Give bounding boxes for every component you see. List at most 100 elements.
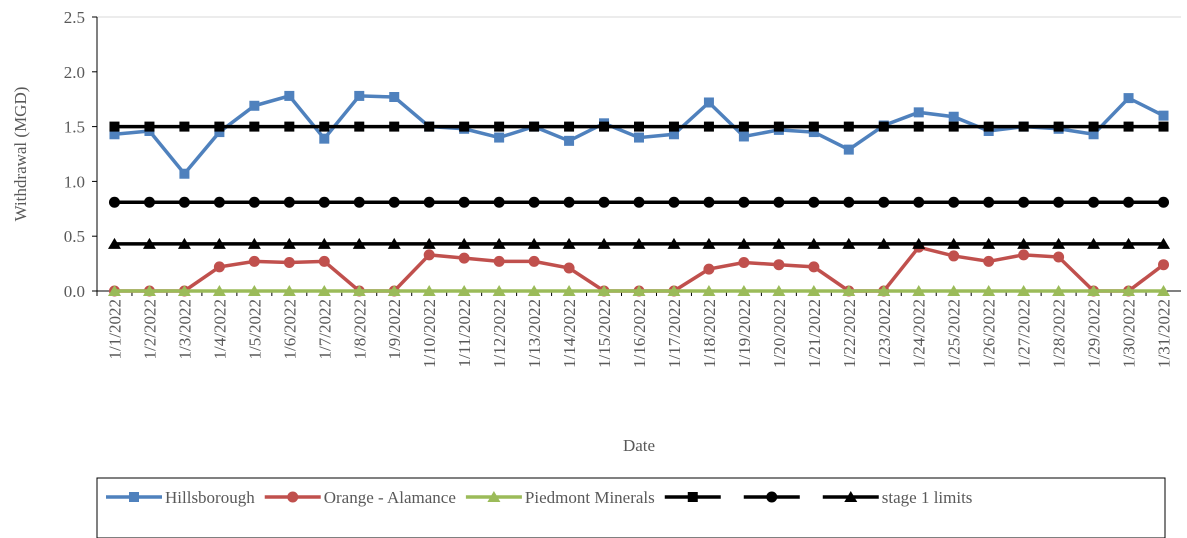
marker-square [354,90,365,101]
marker-triangle [422,237,436,249]
x-tick-label: 1/22/2022 [840,299,859,368]
marker-triangle [527,285,541,296]
marker-triangle [212,237,226,249]
x-tick-label: 1/30/2022 [1120,299,1139,368]
marker-triangle [1017,285,1031,296]
marker-triangle [737,237,751,249]
marker-square [738,121,749,132]
x-tick-label: 1/27/2022 [1015,299,1034,368]
marker-triangle [772,237,786,249]
x-tick-label: 1/24/2022 [910,299,929,368]
marker-circle [1018,249,1030,261]
marker-triangle [562,285,576,296]
x-tick-label: 1/4/2022 [210,299,229,359]
marker-square [634,121,644,132]
marker-triangle [247,285,261,296]
marker-circle [808,196,820,208]
marker-square [983,121,994,132]
x-tick-label: 1/11/2022 [455,299,474,367]
x-tick-label: 1/3/2022 [175,299,194,359]
x-tick-label: 1/10/2022 [420,299,439,368]
marker-square [1018,121,1029,132]
x-tick-label: 1/18/2022 [700,299,719,368]
marker-square [1088,121,1099,132]
marker-circle [913,196,925,208]
marker-square [808,121,819,132]
marker-square [389,121,400,132]
marker-square [284,121,295,132]
marker-triangle [982,237,996,249]
marker-square [668,129,679,140]
marker-circle [528,255,540,267]
marker-triangle [1052,285,1066,296]
marker-circle [353,196,365,208]
marker-triangle [947,237,961,249]
marker-square [109,129,120,140]
marker-triangle [142,237,156,249]
legend-label: Piedmont Minerals [525,488,655,507]
marker-circle [178,196,190,208]
marker-square [948,121,959,132]
marker-triangle [844,491,858,502]
x-tick-label: 1/19/2022 [735,299,754,368]
marker-circle [843,196,855,208]
marker-triangle [947,285,961,296]
marker-triangle [562,237,576,249]
marker-circle [563,196,575,208]
marker-circle [283,257,295,269]
marker-square [599,121,610,132]
marker-triangle [1087,285,1101,296]
marker-triangle [912,285,926,296]
marker-square [808,127,819,138]
marker-triangle [212,285,226,296]
marker-circle [703,196,715,208]
marker-triangle [487,491,501,502]
marker-circle [948,250,960,262]
x-tick-label: 1/17/2022 [665,299,684,368]
marker-square [109,121,120,132]
marker-triangle [807,285,821,296]
marker-square [494,132,505,143]
marker-square [354,121,365,132]
marker-square [494,121,505,132]
marker-circle [287,491,299,503]
marker-square [129,492,139,502]
x-tick-label: 1/28/2022 [1050,299,1069,368]
marker-circle [283,196,295,208]
marker-triangle [1122,285,1136,296]
marker-square [948,111,959,122]
x-tick-label: 1/8/2022 [350,299,369,359]
marker-triangle [282,237,296,249]
marker-circle [598,196,610,208]
marker-square [319,133,330,144]
marker-square [1053,121,1064,132]
marker-square [179,121,190,132]
marker-circle [318,196,330,208]
x-tick-label: 1/15/2022 [595,299,614,368]
marker-circle [143,196,155,208]
y-tick-label: 0.5 [64,227,85,246]
x-tick-label: 1/16/2022 [630,299,649,368]
marker-square [1088,129,1099,140]
x-tick-label: 1/31/2022 [1155,299,1174,368]
marker-circle [318,255,330,267]
y-tick-label: 2.0 [64,63,85,82]
marker-circle [773,259,785,271]
marker-triangle [527,237,541,249]
marker-square [1158,110,1169,121]
marker-circle [423,196,435,208]
x-tick-label: 1/12/2022 [490,299,509,368]
marker-triangle [492,285,506,296]
marker-square [249,121,260,132]
marker-circle [983,255,995,267]
marker-square [179,168,190,179]
marker-circle [633,196,645,208]
marker-triangle [667,285,681,296]
marker-circle [1018,196,1030,208]
marker-circle [808,261,820,273]
marker-circle [878,196,890,208]
x-tick-label: 1/5/2022 [245,299,264,359]
marker-square [843,121,854,132]
marker-circle [1158,196,1170,208]
marker-square [529,121,540,132]
